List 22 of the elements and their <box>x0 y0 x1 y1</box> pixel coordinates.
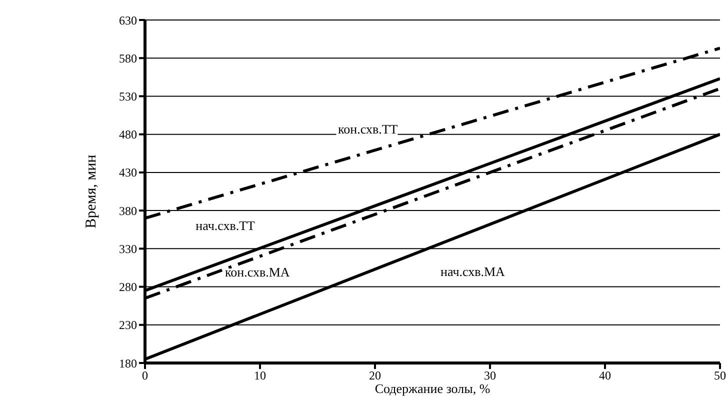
x-tick-label: 10 <box>254 368 266 383</box>
y-tick-label: 180 <box>119 356 137 370</box>
series-label: нач.схв.МА <box>440 264 506 279</box>
x-tick-label: 0 <box>142 368 148 383</box>
y-tick-label: 630 <box>119 13 137 28</box>
y-tick-label: 280 <box>119 280 137 294</box>
y-tick-label: 380 <box>119 204 137 218</box>
x-tick-label: 20 <box>369 368 381 383</box>
y-tick-label: 480 <box>119 128 137 142</box>
x-tick-label: 40 <box>599 368 611 383</box>
x-tick-label: 50 <box>714 368 726 383</box>
y-axis-title: Время, мин <box>83 154 100 228</box>
y-tick-label: 580 <box>119 51 137 66</box>
y-tick-label: 230 <box>119 318 137 332</box>
y-tick-label: 330 <box>119 242 137 256</box>
y-tick-label: 430 <box>119 166 137 180</box>
series-label: кон.схв.МА <box>225 264 290 280</box>
x-tick-label: 30 <box>484 368 496 383</box>
x-axis-title: Содержание золы, % <box>374 381 490 396</box>
y-tick-label: 530 <box>119 89 137 104</box>
series-label: нач.схв.ТТ <box>196 218 256 234</box>
series-label: кон.схв.ТТ <box>338 122 398 137</box>
